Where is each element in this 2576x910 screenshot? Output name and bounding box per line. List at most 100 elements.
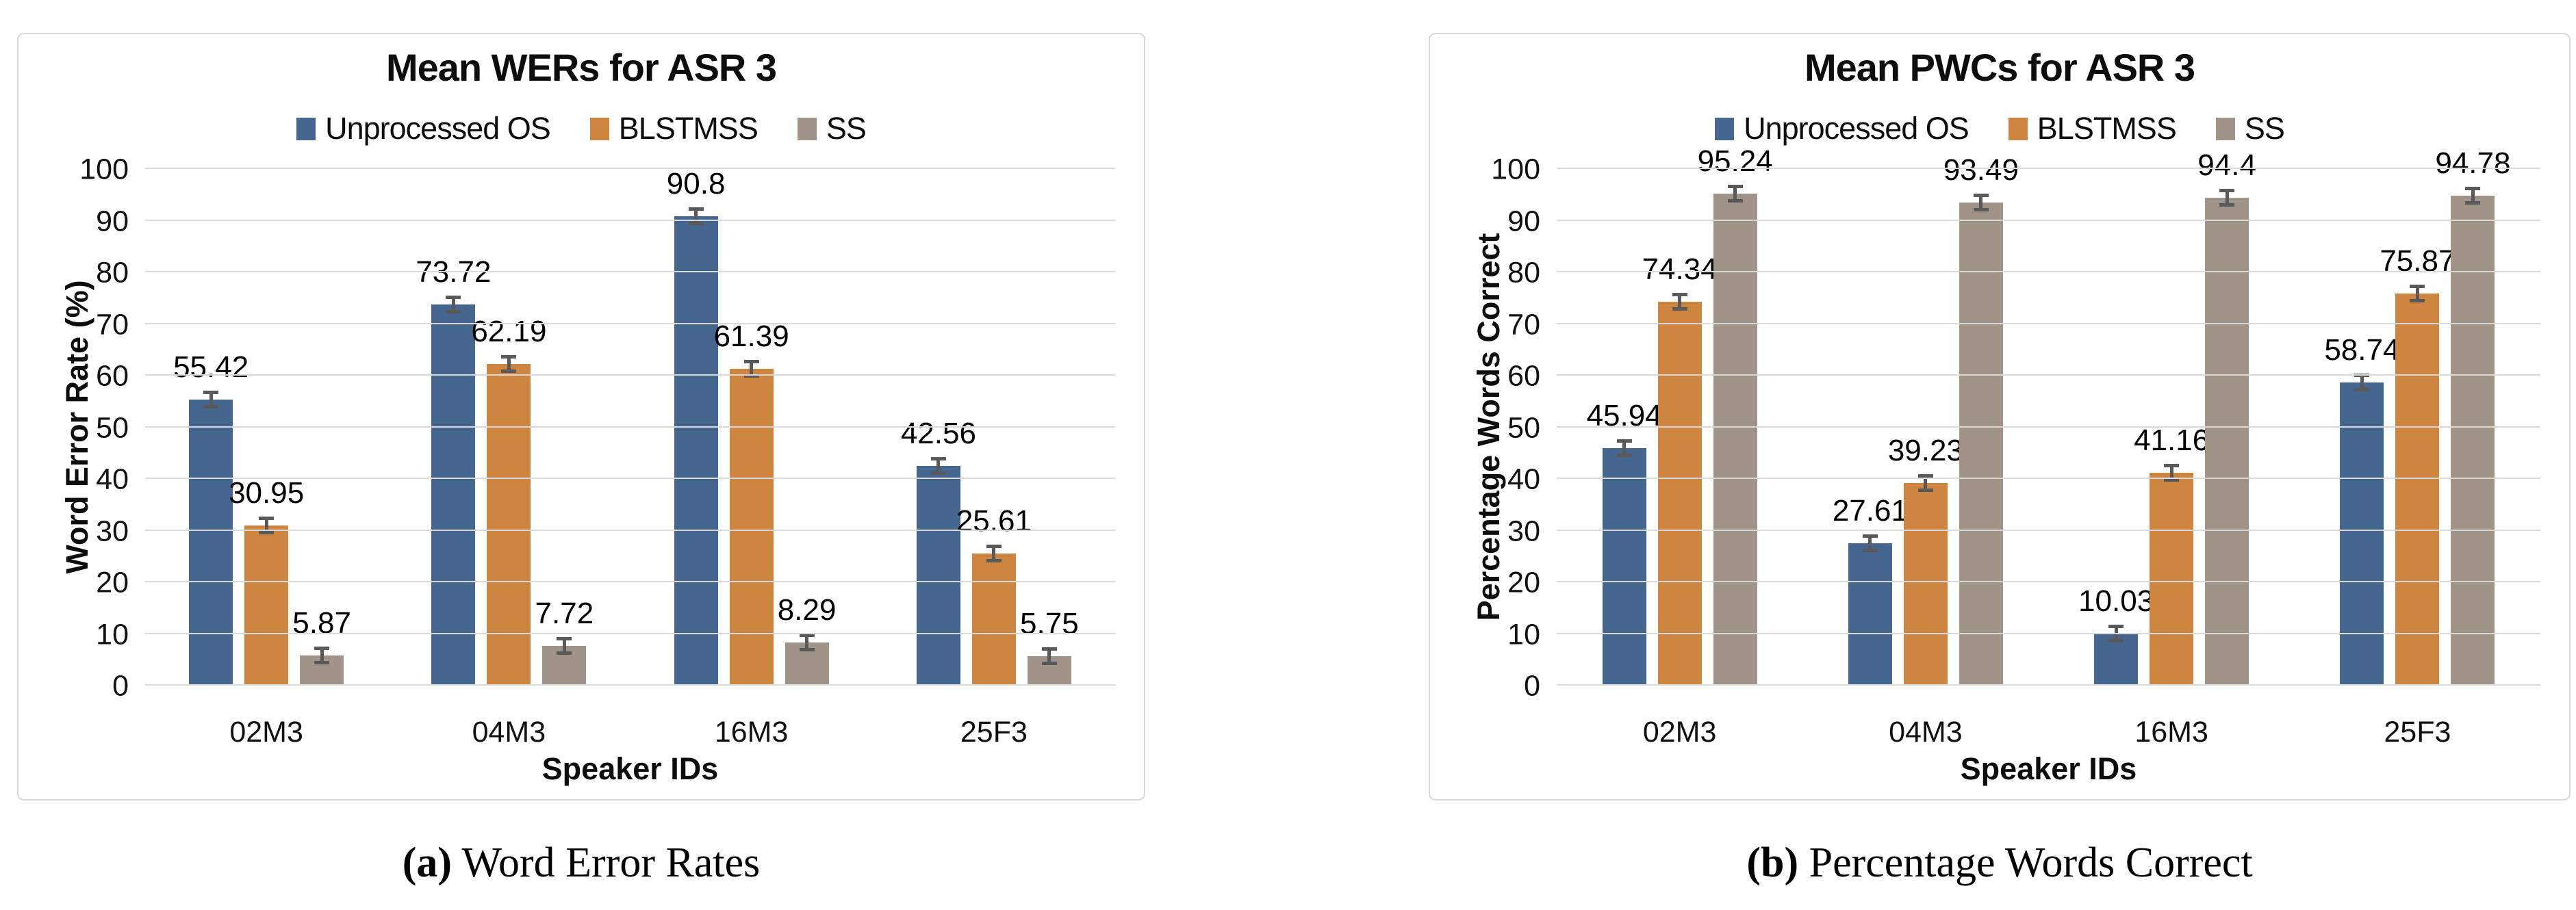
error-bar	[1672, 292, 1687, 311]
y-tick-50: 50	[1507, 411, 1540, 444]
bar-unprocessed-os-16M3: 10.03	[2078, 584, 2154, 686]
error-bar	[501, 355, 517, 374]
bar-group-25F3: 58.74 75.87 94.78 25F3	[2295, 146, 2540, 749]
legend-item-blstmss: BLSTMSS	[589, 111, 758, 146]
bar-ss-04M3: 93.49	[1943, 153, 2019, 686]
value-label: 25.61	[956, 504, 1032, 538]
legend-item-blstmss: BLSTMSS	[2008, 111, 2177, 146]
error-bar	[743, 359, 759, 378]
y-tick-80: 80	[1507, 256, 1540, 289]
y-tick-40: 40	[96, 463, 129, 496]
y-tick-60: 60	[96, 359, 129, 393]
bar-blstmss-16M3: 61.39	[714, 320, 789, 686]
value-label: 61.39	[713, 319, 789, 353]
y-tick-70: 70	[1507, 307, 1540, 341]
gridline-90	[1557, 219, 2540, 221]
bar-blstmss-02M3: 30.95	[229, 476, 304, 686]
value-label: 42.56	[900, 416, 976, 450]
legend-label: SS	[2244, 111, 2285, 146]
gridline-20	[1557, 581, 2540, 582]
value-label: 74.34	[1642, 252, 1718, 286]
bar-unprocessed-os-02M3: 45.94	[1587, 399, 1662, 686]
value-label: 27.61	[1832, 493, 1908, 528]
y-tick-60: 60	[1507, 359, 1540, 393]
legend-label: BLSTMSS	[618, 111, 758, 146]
bar-unprocessed-os-16M3: 90.8	[667, 167, 725, 686]
bar-ss-16M3: 8.29	[778, 593, 836, 686]
legend-swatch-orange	[589, 117, 609, 140]
value-label: 30.95	[229, 476, 305, 510]
gridline-0	[1557, 684, 2540, 686]
value-label: 73.72	[416, 255, 492, 289]
bar-unprocessed-os-04M3: 27.61	[1833, 494, 1908, 686]
gridline-0	[145, 684, 1115, 686]
error-bar	[1917, 473, 1933, 492]
bar-ss-25F3: 94.78	[2435, 146, 2510, 686]
bar-blstmss-02M3: 74.34	[1642, 252, 1718, 686]
caption-text: Percentage Words Correct	[1809, 840, 2253, 886]
bar-group-02M3: 45.94 74.34 95.24 02M3	[1557, 144, 1802, 749]
error-bar	[986, 544, 1002, 562]
gridline-100	[145, 168, 1115, 169]
caption-b: (b) Percentage Words Correct	[1429, 839, 2571, 887]
error-bar	[203, 390, 219, 408]
value-label: 93.49	[1943, 153, 2019, 187]
x-tick-25F3: 25F3	[960, 716, 1028, 749]
gridline-30	[1557, 529, 2540, 531]
error-bar	[557, 636, 572, 655]
legend-label: Unprocessed OS	[325, 111, 551, 146]
chart-panel-pwc: Mean PWCs for ASR 3 Unprocessed OS BLSTMS…	[1429, 33, 2571, 801]
value-label: 39.23	[1887, 433, 1963, 467]
bar-ss-16M3: 94.4	[2197, 148, 2256, 686]
x-tick-02M3: 02M3	[1642, 716, 1717, 749]
y-tick-40: 40	[1507, 463, 1540, 496]
gridline-10	[145, 632, 1115, 634]
caption-text: Word Error Rates	[461, 840, 761, 886]
plot-area: 45.94 74.34 95.24 02M3 27.61 39.23 93.49 04M3 10…	[1491, 144, 2540, 749]
value-label: 58.74	[2324, 333, 2400, 367]
y-tick-0: 0	[1524, 669, 1540, 703]
chart-title: Mean PWCs for ASR 3	[1804, 46, 2195, 89]
y-tick-100: 100	[79, 153, 129, 186]
bar-group-02M3: 55.42 30.95 5.87 02M3	[145, 169, 387, 749]
bar-ss-02M3: 95.24	[1698, 144, 1773, 686]
gridline-80	[145, 271, 1115, 272]
bar-unprocessed-os-25F3: 42.56	[901, 417, 976, 686]
gridline-20	[145, 581, 1115, 582]
error-bar	[2219, 189, 2235, 207]
y-tick-30: 30	[1507, 514, 1540, 547]
legend-item-unprocessed-os: Unprocessed OS	[296, 111, 551, 146]
x-tick-16M3: 16M3	[714, 716, 789, 749]
gridline-10	[1557, 632, 2540, 634]
error-bar	[314, 646, 330, 664]
value-label: 55.42	[173, 350, 249, 384]
value-label: 94.78	[2435, 146, 2511, 181]
error-bar	[930, 456, 946, 475]
legend-item-ss: SS	[2215, 111, 2285, 146]
y-tick-10: 10	[1507, 617, 1540, 651]
legend-swatch-gray	[2215, 117, 2235, 140]
value-label: 90.8	[666, 167, 726, 201]
y-tick-30: 30	[96, 514, 129, 547]
y-tick-10: 10	[96, 617, 129, 651]
gridline-60	[1557, 374, 2540, 376]
y-axis-title: Percentage Words Correct	[1471, 233, 1506, 621]
bar-ss-04M3: 7.72	[535, 597, 594, 686]
gridline-100	[1557, 168, 2540, 169]
y-tick-20: 20	[96, 566, 129, 599]
bar-groups: 45.94 74.34 95.24 02M3 27.61 39.23 93.49 04M3 10…	[1557, 144, 2540, 749]
x-tick-04M3: 04M3	[472, 716, 546, 749]
gridline-70	[1557, 322, 2540, 324]
value-label: 95.24	[1697, 144, 1773, 178]
error-bar	[259, 517, 275, 535]
value-label: 62.19	[471, 315, 547, 349]
value-label: 45.94	[1586, 399, 1662, 433]
legend-label: Unprocessed OS	[1744, 111, 1969, 146]
legend: Unprocessed OS BLSTMSS SS	[1430, 111, 2569, 146]
gridline-70	[145, 322, 1115, 324]
y-tick-80: 80	[96, 256, 129, 289]
error-bar	[1727, 184, 1743, 203]
legend-swatch-gray	[797, 117, 817, 140]
bar-blstmss-25F3: 25.61	[956, 504, 1032, 686]
error-bar	[2354, 373, 2370, 391]
